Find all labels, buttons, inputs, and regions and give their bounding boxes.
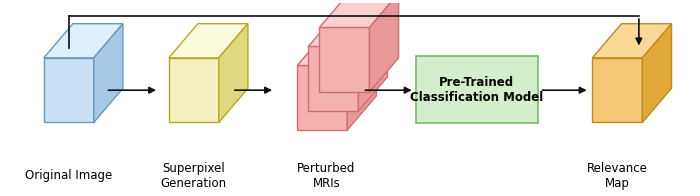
Text: Perturbed
MRIs: Perturbed MRIs	[298, 162, 356, 190]
Polygon shape	[319, 0, 398, 27]
Polygon shape	[370, 0, 398, 92]
Polygon shape	[169, 58, 218, 122]
Polygon shape	[308, 46, 358, 111]
Polygon shape	[169, 24, 248, 58]
Polygon shape	[308, 12, 388, 46]
Polygon shape	[298, 31, 377, 65]
Polygon shape	[592, 58, 643, 122]
Text: Original Image: Original Image	[25, 169, 113, 182]
Polygon shape	[44, 24, 123, 58]
Polygon shape	[592, 24, 671, 58]
Polygon shape	[319, 27, 370, 92]
Text: Superpixel
Generation: Superpixel Generation	[161, 162, 227, 190]
Polygon shape	[44, 58, 94, 122]
Polygon shape	[94, 24, 123, 122]
Polygon shape	[358, 12, 388, 111]
Text: Relevance
Map: Relevance Map	[587, 162, 648, 190]
Polygon shape	[347, 31, 377, 130]
Text: Pre-Trained
Classification Model: Pre-Trained Classification Model	[410, 76, 543, 104]
Polygon shape	[643, 24, 671, 122]
Polygon shape	[218, 24, 248, 122]
Polygon shape	[298, 65, 347, 130]
FancyBboxPatch shape	[416, 56, 538, 123]
